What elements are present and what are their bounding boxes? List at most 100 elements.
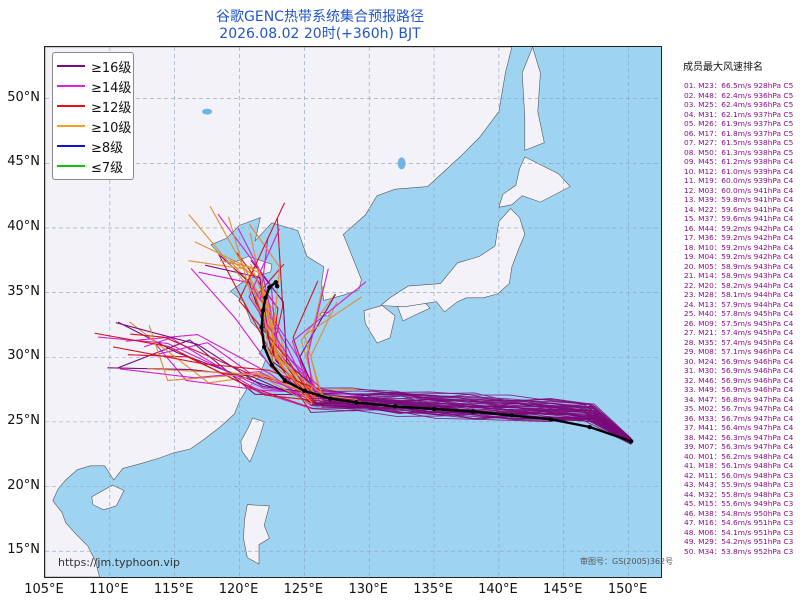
mean-track-point [267,285,272,290]
ranking-row: 33. M49：56.9m/s 946hPa C4 [684,385,794,394]
lon-label: 120°E [218,582,259,597]
member-track-land [250,263,315,406]
legend-label: ≥14级 [91,81,132,96]
legend-label: ≥8级 [91,141,124,156]
ranking-row: 34. M47：56.8m/s 947hPa C4 [684,394,794,404]
mean-track-point [302,388,307,394]
member-track-land [155,344,320,394]
ranking-row: 42. M11：56.0m/s 948hPa C3 [684,470,794,480]
mean-track-point [261,344,267,350]
lat-label: 45°N [7,154,40,170]
member-track-land [238,202,317,405]
member-track-land [147,368,313,405]
ranking-row: 35. M02：56.7m/s 947hPa C4 [684,404,794,413]
luzon-island [243,504,270,565]
member-track-land [119,368,315,404]
lat-label: 25°N [7,412,40,428]
ranking-row: 32. M46：56.9m/s 946hPa C4 [684,375,794,385]
hainan-island [91,484,125,511]
ranking-row: 08. M50：61.3m/s 938hPa C5 [684,147,794,157]
taiwan-island [240,417,265,463]
lat-label: 40°N [7,218,40,234]
lon-label: 135°E [413,582,453,597]
ranking-row: 17. M36：59.2m/s 942hPa C4 [684,233,794,242]
ranking-row: 04. M31：62.1m/s 937hPa C5 [684,109,794,119]
mean-track-point [354,400,359,405]
ranking-row: 31. M30：56.9m/s 946hPa C4 [684,366,794,375]
member-track-land [117,321,323,403]
map-title: 谷歌GENC热带系统集合预报路径 [216,9,424,25]
ranking-row: 11. M19：60.0m/s 939hPa C4 [684,176,794,185]
ranking-row: 38. M42：56.3m/s 947hPa C4 [684,432,794,442]
ranking-row: 28. M35：57.4m/s 945hPa C4 [684,337,794,347]
mean-track-point [328,396,333,401]
legend-label: ≥16级 [91,61,132,76]
member-track-land [130,333,321,393]
ranking-row: 14. M22：59.6m/s 941hPa C4 [684,204,794,214]
hokkaido-island [498,156,571,208]
forecast-map[interactable] [44,46,662,578]
mean-track [259,280,634,444]
lon-label: 150°E [607,582,648,597]
mean-track-point [259,325,264,330]
source-credit[interactable]: https://jm.typhoon.vip [58,556,180,569]
lat-label: 20°N [7,477,40,493]
ranking-row: 01. M23：66.5m/s 928hPa C5 [684,81,794,90]
mean-track-point [273,280,279,285]
ranking-row: 05. M26：61.9m/s 937hPa C5 [684,119,794,128]
member-track-land [303,296,362,400]
ranking-row: 13. M39：59.8m/s 941hPa C4 [684,195,794,204]
member-track-land [115,322,318,395]
mean-track-point [269,362,275,368]
ranking-row: 25. M40：57.8m/s 945hPa C4 [684,309,794,318]
lat-label: 35°N [7,283,40,299]
mean-track-point [548,417,553,422]
ranking-row: 09. M45：61.2m/s 938hPa C4 [684,157,794,166]
ranking-row: 30. M24：56.9m/s 946hPa C4 [684,356,794,366]
ranking-row: 39. M07：56.3m/s 947hPa C4 [684,442,794,451]
ranking-row: 40. M01：56.2m/s 948hPa C4 [684,451,794,461]
ranking-row: 23. M28：58.1m/s 944hPa C4 [684,290,794,299]
ranking-row: 19. M04：59.2m/s 942hPa C4 [684,252,794,261]
legend-label: ≤7级 [91,161,124,176]
lat-label: 50°N [7,89,40,105]
ranking-row: 21. M14：58.9m/s 943hPa C4 [684,271,794,280]
member-track-land [188,214,313,404]
legend-label: ≥10级 [91,121,132,136]
ranking-row: 22. M20：58.2m/s 944hPa C4 [684,280,794,290]
land-layer [45,47,571,577]
ranking-row: 50. M34：53.8m/s 952hPa C3 [684,546,794,556]
legend-swatch [57,85,85,87]
mean-track-point [587,424,592,430]
mean-track-point [431,406,437,412]
ranking-row: 49. M29：54.2m/s 951hPa C3 [684,537,794,546]
mean-track-point [509,413,515,418]
lake-khanka [397,157,406,170]
lon-label: 145°E [542,582,583,597]
member-track-land [209,206,316,406]
ranking-row: 10. M12：61.0m/s 939hPa C4 [684,166,794,176]
lon-label: 140°E [478,582,518,597]
ranking-row: 47. M16：54.6m/s 951hPa C3 [684,518,794,527]
ranking-row: 36. M33：56.7m/s 947hPa C4 [684,413,794,423]
member-track-land [250,260,322,394]
lon-label: 110°E [89,582,129,597]
lon-label: 115°E [153,582,194,597]
lon-label: 130°E [348,582,388,597]
ranking-row: 37. M41：56.4m/s 947hPa C4 [684,423,794,432]
legend-swatch [57,105,85,107]
ranking-row: 41. M18：56.1m/s 948hPa C4 [684,461,794,470]
ranking-row: 45. M15：55.6m/s 949hPa C3 [684,499,794,508]
sakhalin-island [521,47,545,151]
ranking-row: 27. M21：57.4m/s 945hPa C4 [684,328,794,337]
ranking-title: 成员最大风速排名 [683,62,763,73]
map-approval-number: 审图号：GS(2005)362号 [580,557,674,566]
ranking-row: 18. M10：59.2m/s 942hPa C4 [684,242,794,252]
ranking-row: 29. M08：57.1m/s 946hPa C4 [684,347,794,356]
ranking-row: 12. M03：60.0m/s 941hPa C4 [684,185,794,195]
mainland-landmass [45,47,513,577]
ranking-row: 02. M48：62.4m/s 936hPa C5 [684,90,794,100]
member-track-ocean [310,302,632,444]
legend-swatch [57,125,85,127]
lake-hulun [202,108,213,115]
